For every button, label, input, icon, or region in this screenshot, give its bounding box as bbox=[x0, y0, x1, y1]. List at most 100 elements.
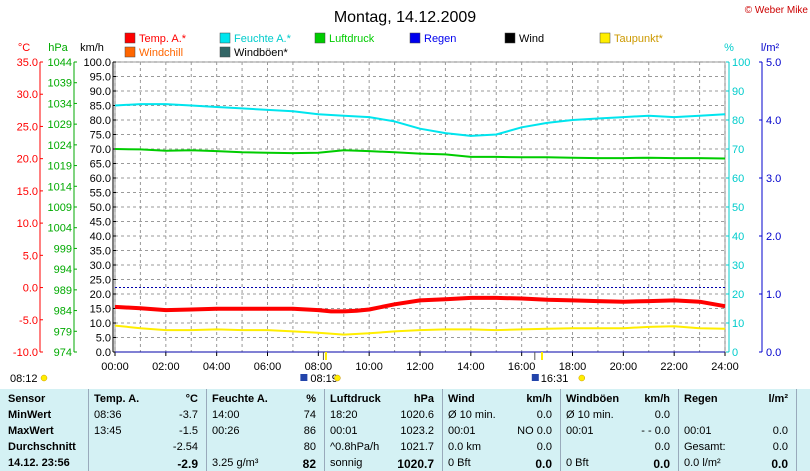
legend-swatch bbox=[314, 32, 326, 44]
y-tick-label-wind: 80.0 bbox=[90, 115, 111, 127]
x-tick-label: 04:00 bbox=[203, 361, 231, 373]
stats-unit-temp: °C bbox=[185, 393, 198, 405]
moonrise-time: 08:19 bbox=[310, 373, 338, 385]
stats-col-gust: Windböen km/h Ø 10 min. 0.0 00:01 - - 0.0 0.0 0… bbox=[560, 389, 679, 471]
stats-unit-gust: km/h bbox=[644, 393, 670, 405]
y-tick-label-rain: 5.0 bbox=[766, 57, 781, 69]
y-tick-label-wind: 55.0 bbox=[90, 188, 111, 200]
stats-cell-value: 80 bbox=[303, 441, 316, 453]
stats-cell-value: 1021.7 bbox=[400, 441, 434, 453]
y-tick-label-pressure: 1014 bbox=[48, 181, 72, 193]
sunrise-time: 08:12 bbox=[10, 373, 38, 385]
y-tick-label-pressure: 974 bbox=[54, 347, 72, 359]
y-tick-label-humidity: 30 bbox=[732, 260, 744, 272]
y-tick-label-wind: 25.0 bbox=[90, 275, 111, 287]
stats-header-temp: Temp. A. bbox=[94, 393, 140, 405]
stats-cell-value: 86 bbox=[303, 425, 316, 437]
x-tick-label: 16:00 bbox=[508, 361, 536, 373]
moon-icon bbox=[531, 374, 539, 381]
stats-unit-pressure: hPa bbox=[413, 393, 434, 405]
stats-cell-label: 00:01 bbox=[684, 425, 712, 437]
legend-swatch bbox=[219, 32, 231, 44]
y-tick-label-rain: 2.0 bbox=[766, 231, 781, 243]
stats-cell-value: 0.0 bbox=[772, 425, 788, 437]
stats-col-pressure: Luftdruck hPa 18:20 1020.6 00:01 1023.2 ^0.8hP… bbox=[324, 389, 443, 471]
y-tick-label-pressure: 979 bbox=[54, 326, 72, 338]
chart-date-title: Montag, 14.12.2009 bbox=[334, 9, 476, 26]
y-tick-label-wind: 75.0 bbox=[90, 130, 111, 142]
stats-cell-label: Ø 10 min. bbox=[448, 409, 496, 421]
legend-swatch bbox=[504, 32, 516, 44]
stats-cell-value: 82 bbox=[302, 457, 316, 471]
stats-cell-value: -2.54 bbox=[172, 441, 198, 453]
stats-cell-label: 00:01 bbox=[566, 425, 594, 437]
legend-swatch bbox=[599, 32, 611, 44]
stats-cell-value: 1020.7 bbox=[397, 457, 434, 471]
legend-label: Feuchte A.* bbox=[234, 33, 292, 45]
legend-label: Luftdruck bbox=[329, 33, 375, 45]
legend-swatch bbox=[124, 32, 136, 44]
y-tick-label-temp: 0.0 bbox=[23, 283, 38, 295]
stats-unit-humidity: % bbox=[306, 393, 316, 405]
unit-wind: km/h bbox=[80, 42, 104, 54]
stats-cell-value: 1020.6 bbox=[400, 409, 434, 421]
stats-header-humidity: Feuchte A. bbox=[212, 393, 268, 405]
stats-cell-value: 1023.2 bbox=[400, 425, 434, 437]
legend-label: Windchill bbox=[139, 47, 183, 59]
y-tick-label-wind: 20.0 bbox=[90, 289, 111, 301]
x-tick-label: 10:00 bbox=[355, 361, 383, 373]
stats-cell-label: 0 Bft bbox=[566, 457, 589, 469]
y-tick-label-temp: 35.0 bbox=[17, 57, 38, 69]
y-tick-label-pressure: 1034 bbox=[48, 98, 72, 110]
stats-col-sensor: Sensor MinWert MaxWert Durchschnitt 14.12. 2… bbox=[0, 389, 89, 471]
x-tick-label: 22:00 bbox=[660, 361, 688, 373]
x-tick-label: 02:00 bbox=[152, 361, 180, 373]
stats-cell-value: 0.0 bbox=[653, 457, 670, 471]
moon-icon bbox=[300, 374, 308, 381]
series-line bbox=[114, 295, 726, 314]
series-line bbox=[114, 148, 726, 160]
y-tick-label-humidity: 20 bbox=[732, 289, 744, 301]
y-tick-label-wind: 60.0 bbox=[90, 173, 111, 185]
y-tick-label-humidity: 50 bbox=[732, 202, 744, 214]
stats-cell-value: 0.0 bbox=[536, 441, 552, 453]
y-tick-label-pressure: 994 bbox=[54, 264, 72, 276]
stats-cell-value: 0.0 bbox=[772, 441, 788, 453]
x-tick-label: 20:00 bbox=[610, 361, 638, 373]
stats-cell-value: -1.5 bbox=[179, 425, 198, 437]
stats-col-humidity: Feuchte A.% 14:00 74 00:26 86 80 3.25 g/m³ 82 bbox=[206, 389, 325, 471]
sun-icon bbox=[40, 374, 48, 382]
stats-cell-value: 0.0 bbox=[654, 409, 670, 421]
stats-cell-value: 0.0 bbox=[535, 457, 552, 471]
y-tick-label-wind: 65.0 bbox=[90, 159, 111, 171]
legend-label: Wind bbox=[519, 33, 544, 45]
y-tick-label-humidity: 70 bbox=[732, 144, 744, 156]
stats-row-label: 14.12. 23:56 bbox=[8, 457, 70, 469]
stats-cell-value: 0.0 bbox=[771, 457, 788, 471]
stats-row-label: Durchschnitt bbox=[8, 441, 76, 453]
stats-cell-label: ^0.8hPa/h bbox=[330, 441, 380, 453]
stats-cell-value: 0.0 bbox=[654, 441, 670, 453]
series-line bbox=[114, 324, 726, 336]
stats-unit-wind: km/h bbox=[526, 393, 552, 405]
y-tick-label-rain: 0.0 bbox=[766, 347, 781, 359]
stats-row-label: MinWert bbox=[8, 409, 52, 421]
sunset-time: 16:31 bbox=[541, 373, 569, 385]
stats-cell-label: 0.0 km bbox=[448, 441, 482, 453]
stats-row-label: MaxWert bbox=[8, 425, 54, 437]
y-tick-label-rain: 4.0 bbox=[766, 115, 781, 127]
y-tick-label-pressure: 1029 bbox=[48, 119, 72, 131]
stats-cell-label: Gesamt: bbox=[684, 441, 726, 453]
stats-col-wind: Wind km/h Ø 10 min. 0.0 00:01 NO 0.0 0.0 km 0.0… bbox=[442, 389, 561, 471]
y-tick-label-humidity: 10 bbox=[732, 318, 744, 330]
stats-cell-label: 0 Bft bbox=[448, 457, 471, 469]
x-tick-label: 00:00 bbox=[101, 361, 129, 373]
y-tick-label-humidity: 100 bbox=[732, 57, 750, 69]
stats-cell-label: 00:01 bbox=[330, 425, 358, 437]
y-tick-label-pressure: 999 bbox=[54, 243, 72, 255]
stats-cell-value: - - 0.0 bbox=[641, 425, 670, 437]
stats-cell-label: 08:36 bbox=[94, 409, 122, 421]
unit-humidity: % bbox=[724, 42, 734, 54]
x-tick-label: 06:00 bbox=[254, 361, 282, 373]
stats-table: Sensor MinWert MaxWert Durchschnitt 14.12. 2… bbox=[0, 389, 810, 471]
